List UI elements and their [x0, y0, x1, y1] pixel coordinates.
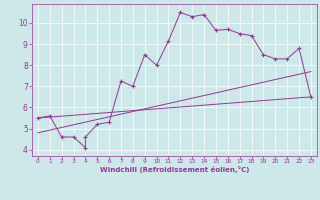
X-axis label: Windchill (Refroidissement éolien,°C): Windchill (Refroidissement éolien,°C)	[100, 166, 249, 173]
